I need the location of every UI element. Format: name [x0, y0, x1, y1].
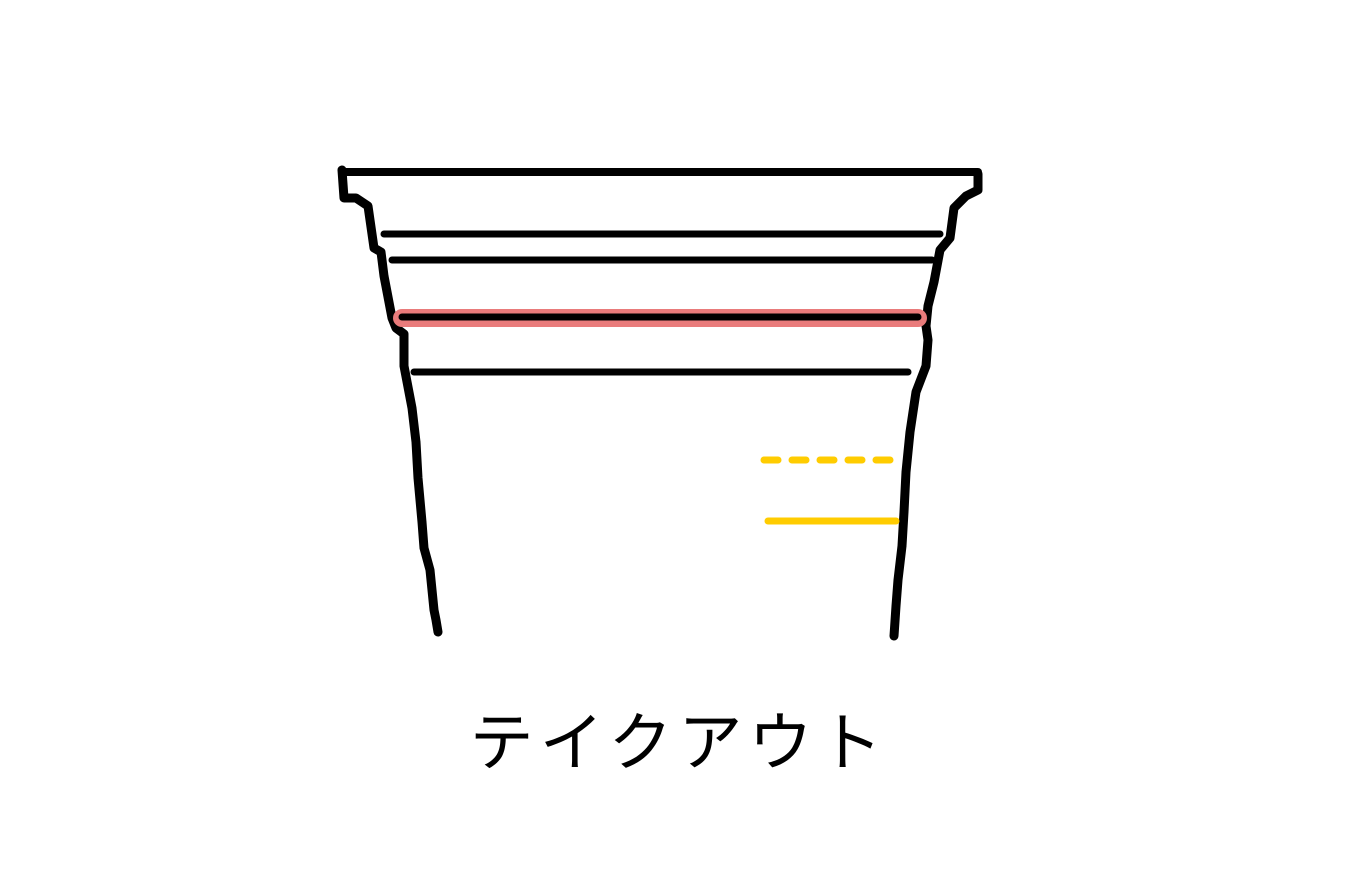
diagram-caption: テイクアウト — [469, 707, 889, 781]
cup-left-wall — [337, 165, 443, 637]
cup-right-wall — [889, 169, 983, 641]
